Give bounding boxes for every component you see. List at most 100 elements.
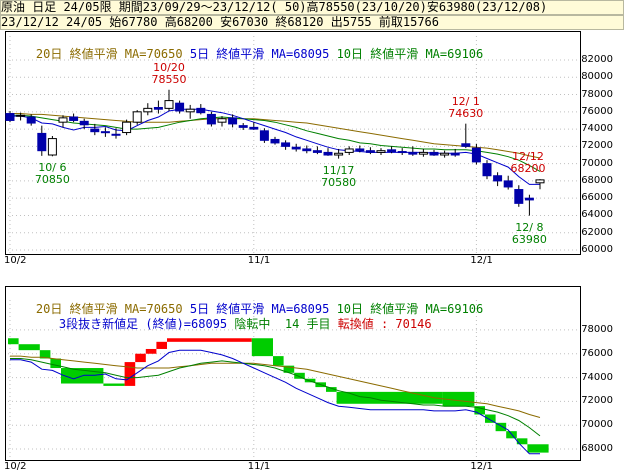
candle-body [440,152,450,156]
y-tick-label: 76000 [581,105,613,117]
x-tick-label: 10/2 [4,255,27,266]
y-tick-label: 74000 [581,123,613,135]
candle-body [376,150,386,153]
candle-body [397,151,407,154]
candle-body [344,148,354,153]
candle-body [291,146,301,150]
y-tick-label: 82000 [581,54,613,65]
candle-panel-frame[interactable] [5,31,581,255]
candle-body [228,117,238,125]
legend-ma20-bottom: 20日 終値平滑 MA=70650 [35,302,183,316]
newprice-brick [527,444,549,453]
newprice-brick [516,438,528,445]
candle-body [535,179,545,184]
price-annotation: 12/ 8 63980 [511,220,547,246]
candle-body [471,147,481,163]
candle-body [90,128,100,133]
y-tick-label: 62000 [581,226,613,238]
sanbon-switch: 転換値 : 70146 [337,317,432,331]
candle-body [302,148,312,152]
candle-body [418,151,428,155]
x-tick-label-bottom: 12/1 [470,461,493,472]
sanbon-label: 3段抜き新値足 (終値)=68095 [58,317,228,331]
candle-body [281,142,291,147]
newprice-brick [103,383,125,386]
ma10-line [10,114,541,172]
price-annotation: 11/17 70580 [321,163,357,189]
x-tick-label-bottom: 10/2 [4,461,27,472]
y-tick-label-bottom: 70000 [581,419,613,431]
candle-body [47,138,57,156]
sanbon-state: 陰転中 14 手目 [234,317,331,331]
candle-body [153,107,163,110]
candle-body [175,102,185,112]
price-annotation: 12/12 68200 [510,150,546,176]
candle-body [206,113,216,125]
y-tick-label: 70000 [581,157,613,169]
candle-body [387,149,397,153]
y-tick-label-bottom: 72000 [581,395,613,407]
ma20-line [10,113,541,159]
price-annotation: 12/ 1 74630 [448,94,484,120]
newprice-brick [251,338,273,357]
newprice-brick [495,422,507,432]
newprice-brick [135,353,146,363]
newprice-brick [145,348,157,354]
x-tick-label: 12/1 [470,255,493,266]
newprice-brick [485,414,496,423]
candle-body [111,133,121,136]
y-tick-label-bottom: 74000 [581,371,613,383]
candle-body [238,125,248,128]
top-legend: 20日 終値平滑 MA=70650 5日 終値平滑 MA=68095 10日 終… [7,33,483,75]
y-tick-label: 72000 [581,140,613,152]
candle-body [312,150,322,153]
x-tick-label-bottom: 11/1 [247,461,271,472]
candle-body [122,121,132,134]
newprice-brick [442,391,475,407]
newprice-brick [50,358,61,369]
header-line-1: 原油 日足 24/05限 期間23/09/29～23/12/12( 50)高78… [0,0,624,15]
candle-body [408,151,418,155]
y-tick-label: 60000 [581,244,613,255]
y-tick-label-bottom: 68000 [581,443,613,455]
newprice-brick [474,406,485,415]
candle-body [334,152,344,156]
sanbon-legend: 3段抜き新値足 (終値)=68095 陰転中 14 手目 転換値 : 70146 [30,303,432,345]
y-tick-label: 66000 [581,192,613,204]
candle-body [5,113,15,121]
y-tick-label-bottom: 78000 [581,323,613,335]
header-line-2: 23/12/12 24/05 始67780 高68200 安67030 終681… [0,15,624,30]
candle-body [461,143,471,147]
newprice-brick [8,338,19,345]
newprice-brick [156,341,167,349]
y-tick-label: 68000 [581,174,613,186]
candle-body [323,151,333,156]
candle-body [482,163,492,177]
header-latest-text: 23/12/12 24/05 始67780 高68200 安67030 終681… [1,15,440,29]
candle-body [16,114,26,117]
newprice-brick [326,387,337,392]
newprice-brick [124,362,136,386]
candle-body [503,180,513,188]
ma5-line-bottom [10,349,540,455]
ma20-line-bottom [10,355,541,418]
candle-body [100,131,110,134]
header-summary-text: 原油 日足 24/05限 期間23/09/29～23/12/12( 50)高78… [1,0,548,14]
candle-body [355,148,365,152]
candle-body [196,107,206,114]
newprice-brick [167,338,252,342]
candle-body [69,116,79,121]
candle-body [164,100,174,109]
candle-body [217,118,227,123]
candle-body [249,126,259,130]
y-tick-label-bottom: 76000 [581,347,613,359]
candle-body [185,108,195,113]
price-annotation: 10/20 78550 [151,60,187,86]
ma10-line-bottom [10,358,541,437]
newprice-brick [18,344,40,351]
candle-body [429,151,439,156]
candle-body [524,197,534,201]
y-tick-label: 64000 [581,209,613,221]
candle-body [270,138,280,144]
